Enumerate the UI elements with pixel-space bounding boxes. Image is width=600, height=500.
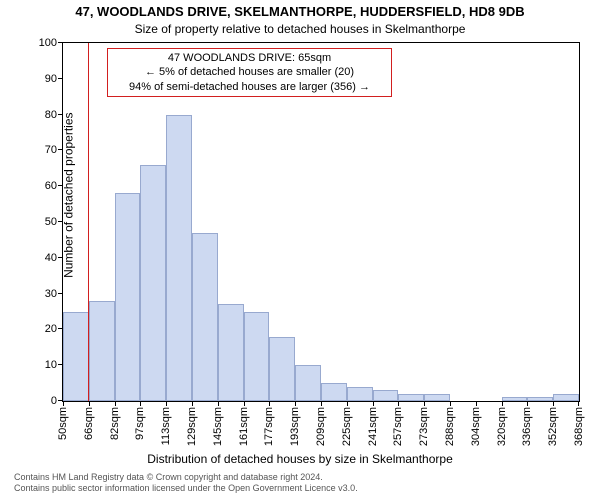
x-tick-mark (502, 401, 503, 406)
y-tick-label: 40 (45, 252, 57, 264)
chart-container: 47, WOODLANDS DRIVE, SKELMANTHORPE, HUDD… (0, 0, 600, 500)
histogram-bar (63, 312, 89, 402)
y-axis-label: Number of detached properties (62, 112, 76, 277)
histogram-bar (218, 304, 244, 401)
annotation-line: 94% of semi-detached houses are larger (… (114, 80, 385, 94)
y-tick-label: 30 (45, 288, 57, 300)
y-tick-label: 100 (39, 37, 57, 49)
x-tick-mark (244, 401, 245, 406)
y-tick-mark (58, 42, 63, 43)
x-tick-mark (89, 401, 90, 406)
x-tick-mark (115, 401, 116, 406)
x-axis-label: Distribution of detached houses by size … (0, 452, 600, 466)
histogram-bar (244, 312, 270, 402)
histogram-bar (553, 394, 579, 401)
x-tick-mark (398, 401, 399, 406)
annotation-box: 47 WOODLANDS DRIVE: 65sqm ← 5% of detach… (107, 48, 392, 97)
y-tick-mark (58, 78, 63, 79)
histogram-bar (398, 394, 424, 401)
histogram-bar (295, 365, 321, 401)
x-tick-label: 177sqm (263, 407, 275, 446)
x-tick-label: 145sqm (212, 407, 224, 446)
y-tick-label: 90 (45, 73, 57, 85)
chart-subtitle: Size of property relative to detached ho… (0, 22, 600, 36)
x-tick-mark (527, 401, 528, 406)
y-tick-label: 0 (51, 395, 57, 407)
y-tick-label: 10 (45, 359, 57, 371)
x-tick-label: 209sqm (315, 407, 327, 446)
x-tick-label: 368sqm (573, 407, 585, 446)
histogram-bar (140, 165, 166, 401)
x-tick-label: 161sqm (238, 407, 250, 446)
histogram-bar (502, 397, 528, 401)
x-tick-label: 225sqm (341, 407, 353, 446)
x-tick-mark (63, 401, 64, 406)
x-tick-label: 129sqm (186, 407, 198, 446)
histogram-bar (269, 337, 295, 401)
footer-line: Contains HM Land Registry data © Crown c… (14, 472, 358, 483)
x-tick-mark (295, 401, 296, 406)
x-tick-mark (424, 401, 425, 406)
annotation-line: ← 5% of detached houses are smaller (20) (114, 65, 385, 79)
histogram-bar (115, 193, 141, 401)
y-tick-label: 60 (45, 180, 57, 192)
x-tick-label: 273sqm (418, 407, 430, 446)
x-tick-mark (218, 401, 219, 406)
x-tick-label: 288sqm (444, 407, 456, 446)
x-tick-mark (347, 401, 348, 406)
x-tick-mark (578, 401, 579, 406)
x-tick-label: 97sqm (134, 407, 146, 440)
x-tick-mark (373, 401, 374, 406)
y-tick-label: 70 (45, 144, 57, 156)
histogram-bar (347, 387, 373, 401)
histogram-bar (89, 301, 115, 401)
y-tick-mark (58, 293, 63, 294)
x-tick-label: 352sqm (547, 407, 559, 446)
footer-line: Contains public sector information licen… (14, 483, 358, 494)
y-tick-label: 20 (45, 323, 57, 335)
histogram-bar (192, 233, 218, 401)
histogram-bar (373, 390, 399, 401)
footer-attribution: Contains HM Land Registry data © Crown c… (14, 472, 358, 495)
y-tick-label: 50 (45, 216, 57, 228)
annotation-line: 47 WOODLANDS DRIVE: 65sqm (114, 51, 385, 65)
x-tick-label: 336sqm (521, 407, 533, 446)
chart-title: 47, WOODLANDS DRIVE, SKELMANTHORPE, HUDD… (0, 4, 600, 19)
x-tick-label: 304sqm (470, 407, 482, 446)
x-tick-mark (553, 401, 554, 406)
x-tick-mark (166, 401, 167, 406)
x-tick-mark (476, 401, 477, 406)
x-tick-mark (140, 401, 141, 406)
x-tick-label: 50sqm (57, 407, 69, 440)
x-tick-label: 113sqm (160, 407, 172, 445)
x-tick-label: 82sqm (109, 407, 121, 440)
x-tick-mark (192, 401, 193, 406)
x-tick-mark (450, 401, 451, 406)
x-tick-label: 193sqm (289, 407, 301, 446)
y-tick-label: 80 (45, 109, 57, 121)
marker-line (88, 43, 89, 401)
x-tick-label: 320sqm (496, 407, 508, 446)
histogram-bar (321, 383, 347, 401)
x-tick-label: 257sqm (392, 407, 404, 446)
histogram-bar (527, 397, 553, 401)
x-tick-mark (269, 401, 270, 406)
x-tick-mark (321, 401, 322, 406)
histogram-bar (424, 394, 450, 401)
x-tick-label: 66sqm (83, 407, 95, 440)
x-tick-label: 241sqm (367, 407, 379, 446)
histogram-bar (166, 115, 192, 401)
